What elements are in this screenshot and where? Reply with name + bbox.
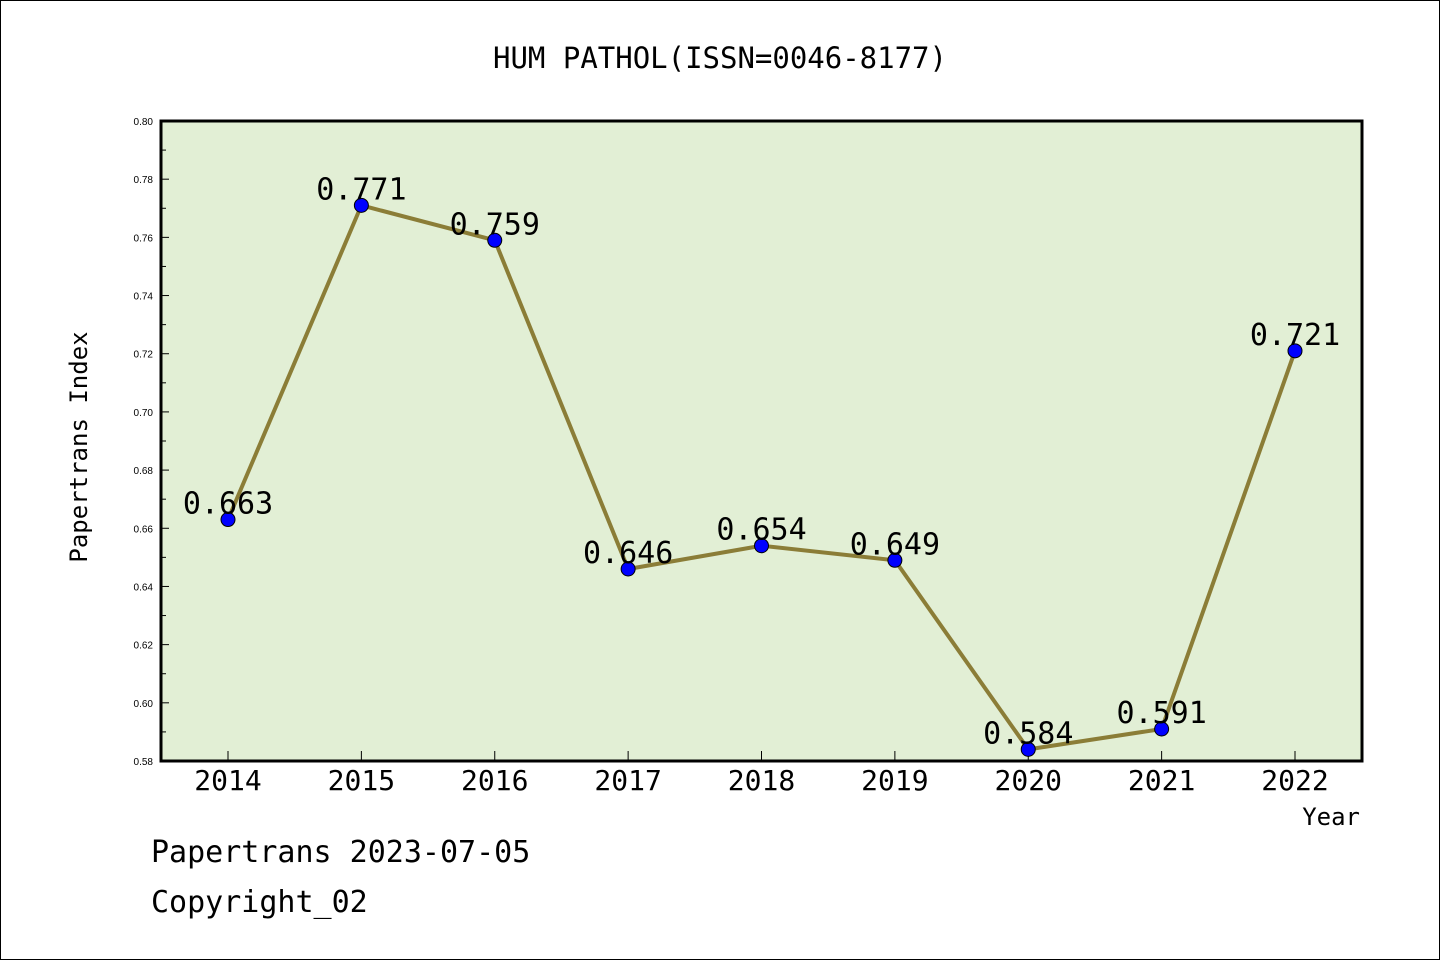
- x-axis-label: Year: [1302, 803, 1360, 831]
- y-axis-label: Papertrans Index: [65, 331, 93, 562]
- data-label: 0.663: [183, 487, 273, 522]
- y-tick-label: 0.76: [134, 233, 154, 244]
- y-tick-label: 0.62: [134, 641, 154, 652]
- source-date-text: Papertrans 2023-07-05: [151, 835, 531, 870]
- chart-title: HUM PATHOL(ISSN=0046-8177): [493, 41, 947, 75]
- data-point: [887, 552, 903, 568]
- plot-area: [161, 121, 1362, 761]
- plot-frame: [159, 119, 1364, 763]
- y-tick-label: 0.66: [134, 524, 154, 535]
- x-tick-label: 2016: [461, 764, 528, 797]
- data-label: 0.771: [316, 172, 406, 207]
- y-tick-label: 0.68: [134, 466, 154, 477]
- y-tick-label: 0.70: [134, 408, 154, 419]
- x-tick-label: 2018: [728, 764, 795, 797]
- data-label: 0.759: [450, 207, 540, 242]
- copyright-text: Copyright_02: [151, 885, 368, 920]
- data-point: [754, 538, 769, 554]
- data-label: 0.654: [716, 513, 806, 548]
- data-label: 0.584: [983, 716, 1073, 751]
- data-label: 0.591: [1116, 696, 1206, 731]
- x-tick-label: 2021: [1128, 764, 1195, 797]
- x-tick-label: 2020: [995, 764, 1062, 797]
- y-tick-label: 0.72: [134, 350, 154, 361]
- y-axis: 0.58 0.60 0.62 0.64 0.66 0.68 0.70 0.72 0.74 0.76…: [134, 117, 169, 768]
- y-tick-label: 0.78: [134, 175, 154, 186]
- data-point: [1287, 343, 1303, 359]
- data-point: [487, 232, 503, 248]
- y-tick-label: 0.80: [134, 117, 154, 128]
- data-label: 0.649: [850, 527, 940, 562]
- x-axis: 2014 2015 2016 2017 2018 2019 2020 2021 2022: [194, 751, 1329, 797]
- data-point: [1154, 721, 1170, 737]
- data-label: 0.646: [583, 536, 673, 571]
- x-tick-label: 2022: [1261, 764, 1328, 797]
- x-tick-label: 2019: [861, 764, 928, 797]
- y-tick-label: 0.60: [134, 699, 154, 710]
- x-tick-label: 2017: [594, 764, 661, 797]
- data-label: 0.721: [1250, 318, 1340, 353]
- y-tick-label: 0.58: [134, 757, 154, 768]
- y-tick-label: 0.74: [134, 292, 154, 303]
- series-group: 0.663 0.771 0.759 0.646 0.654 0.649 0.584 0.591…: [183, 172, 1340, 757]
- data-point: [353, 197, 369, 213]
- data-point: [220, 512, 236, 528]
- x-tick-label: 2014: [194, 764, 261, 797]
- data-point: [1020, 741, 1036, 757]
- data-point: [620, 561, 636, 577]
- x-tick-label: 2015: [328, 764, 395, 797]
- y-tick-label: 0.64: [134, 582, 154, 593]
